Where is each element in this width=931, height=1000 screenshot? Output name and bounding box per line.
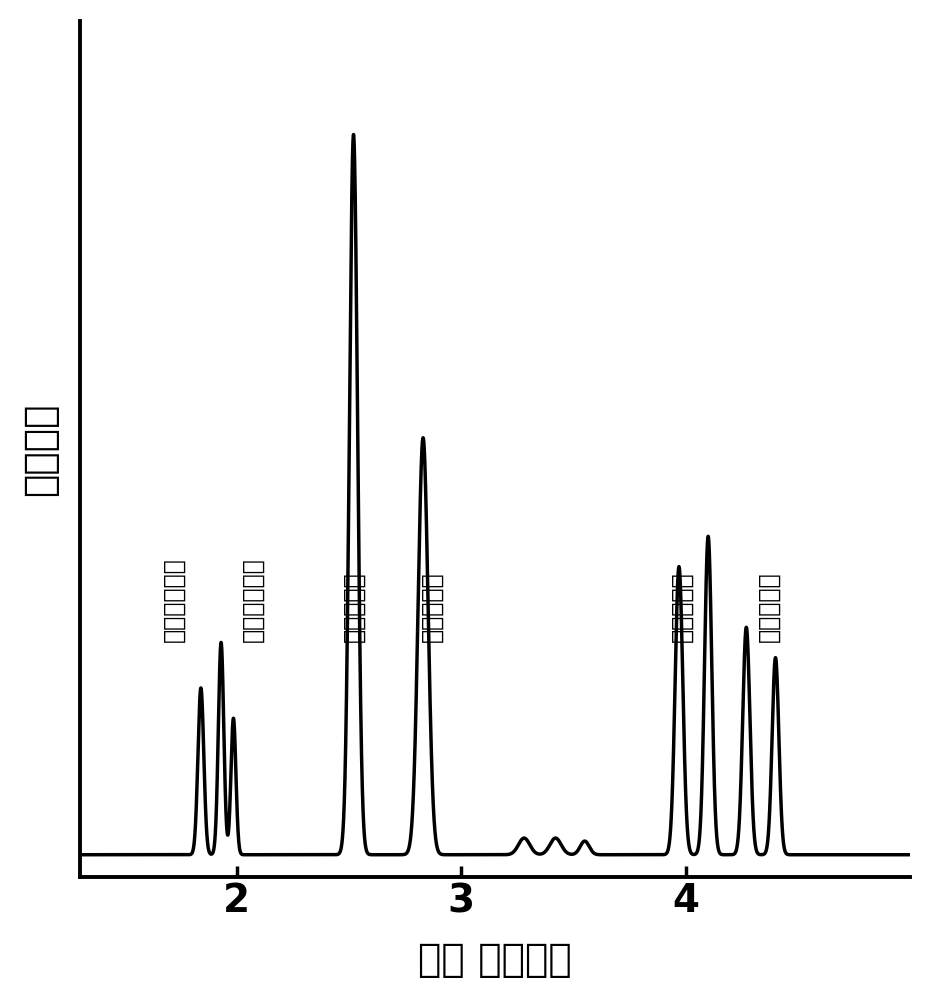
X-axis label: 时间 （分钟）: 时间 （分钟） [418,941,572,979]
Text: 硝基苯乙苯: 硝基苯乙苯 [669,572,694,642]
Text: 亚硝基苯乙苯: 亚硝基苯乙苯 [162,558,186,642]
Text: 亚硝基苯乙烯: 亚硝基苯乙烯 [240,558,264,642]
Text: 氨基苯乙苯: 氨基苯乙苯 [420,572,444,642]
Text: 氨基苯乙烯: 氨基苯乙烯 [342,572,366,642]
Text: 硝基苯乙烯: 硝基苯乙烯 [757,572,781,642]
Y-axis label: 信号强度: 信号强度 [20,402,59,496]
